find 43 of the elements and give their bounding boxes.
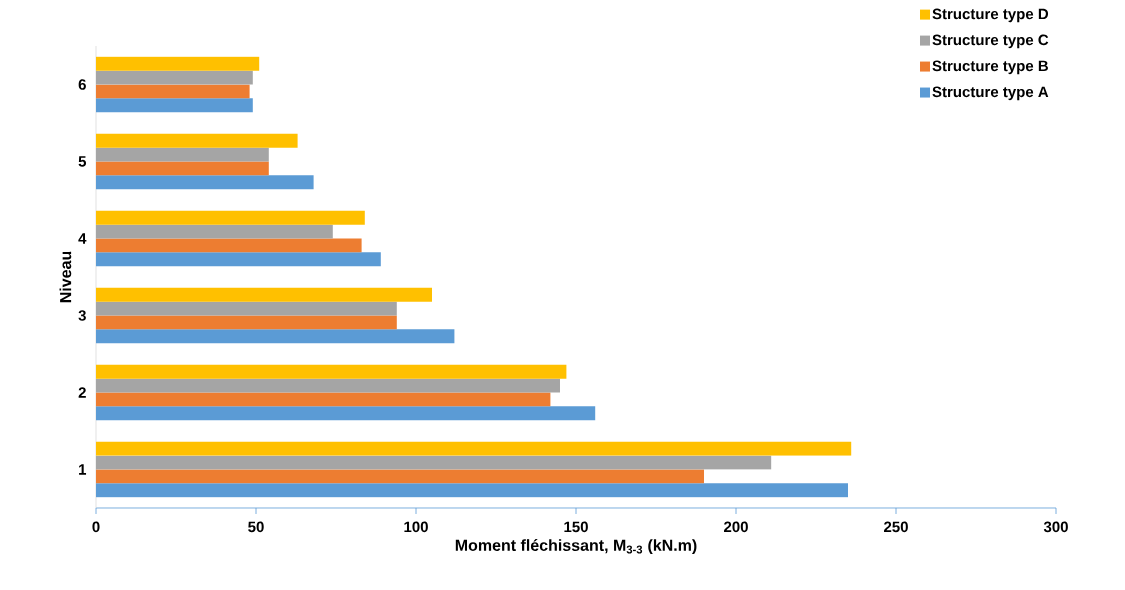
bar: [96, 84, 250, 99]
y-axis-title: Niveau: [59, 251, 72, 303]
bar: [96, 329, 455, 344]
y-tick-label: 6: [78, 79, 86, 90]
bar: [96, 252, 381, 267]
bar: [96, 315, 397, 330]
bar: [96, 133, 298, 148]
bar: [96, 70, 253, 85]
bar: [96, 98, 253, 113]
bar: [96, 224, 333, 239]
bar: [96, 392, 551, 407]
y-tick-label: 4: [78, 233, 87, 244]
bar: [96, 210, 365, 225]
x-tick-label: 100: [404, 521, 428, 533]
bar: [96, 469, 705, 484]
x-tick-label: 250: [884, 521, 908, 533]
x-tick-label: 0: [92, 521, 100, 533]
x-axis-title: Moment fléchissant, M$_{3-3}$ (kN.m): [455, 539, 697, 555]
bar: [96, 378, 560, 393]
legend-label: Structure type C: [932, 34, 1049, 49]
y-tick-label: 5: [78, 156, 87, 167]
bar: [96, 441, 852, 456]
x-tick-label: 50: [248, 521, 264, 533]
bar: [96, 301, 397, 316]
x-tick-label: 150: [564, 521, 588, 533]
bar: [96, 483, 848, 498]
y-tick-label: 3: [78, 310, 86, 321]
bar: [96, 175, 314, 190]
y-tick-label: 2: [78, 387, 86, 398]
legend-label: Structure type D: [932, 8, 1049, 23]
bar: [96, 147, 269, 162]
x-tick-label: 300: [1043, 521, 1068, 533]
bar: [96, 364, 567, 379]
y-tick-label: 1: [79, 464, 87, 475]
bar: [96, 56, 260, 71]
bar: [96, 406, 596, 421]
bar: [96, 238, 362, 253]
bar: [96, 455, 772, 470]
bar: [96, 161, 269, 176]
bar: [96, 287, 432, 302]
legend-label: Structure type A: [932, 86, 1049, 101]
x-tick-label: 200: [724, 521, 748, 533]
legend-label: Structure type B: [932, 60, 1048, 75]
